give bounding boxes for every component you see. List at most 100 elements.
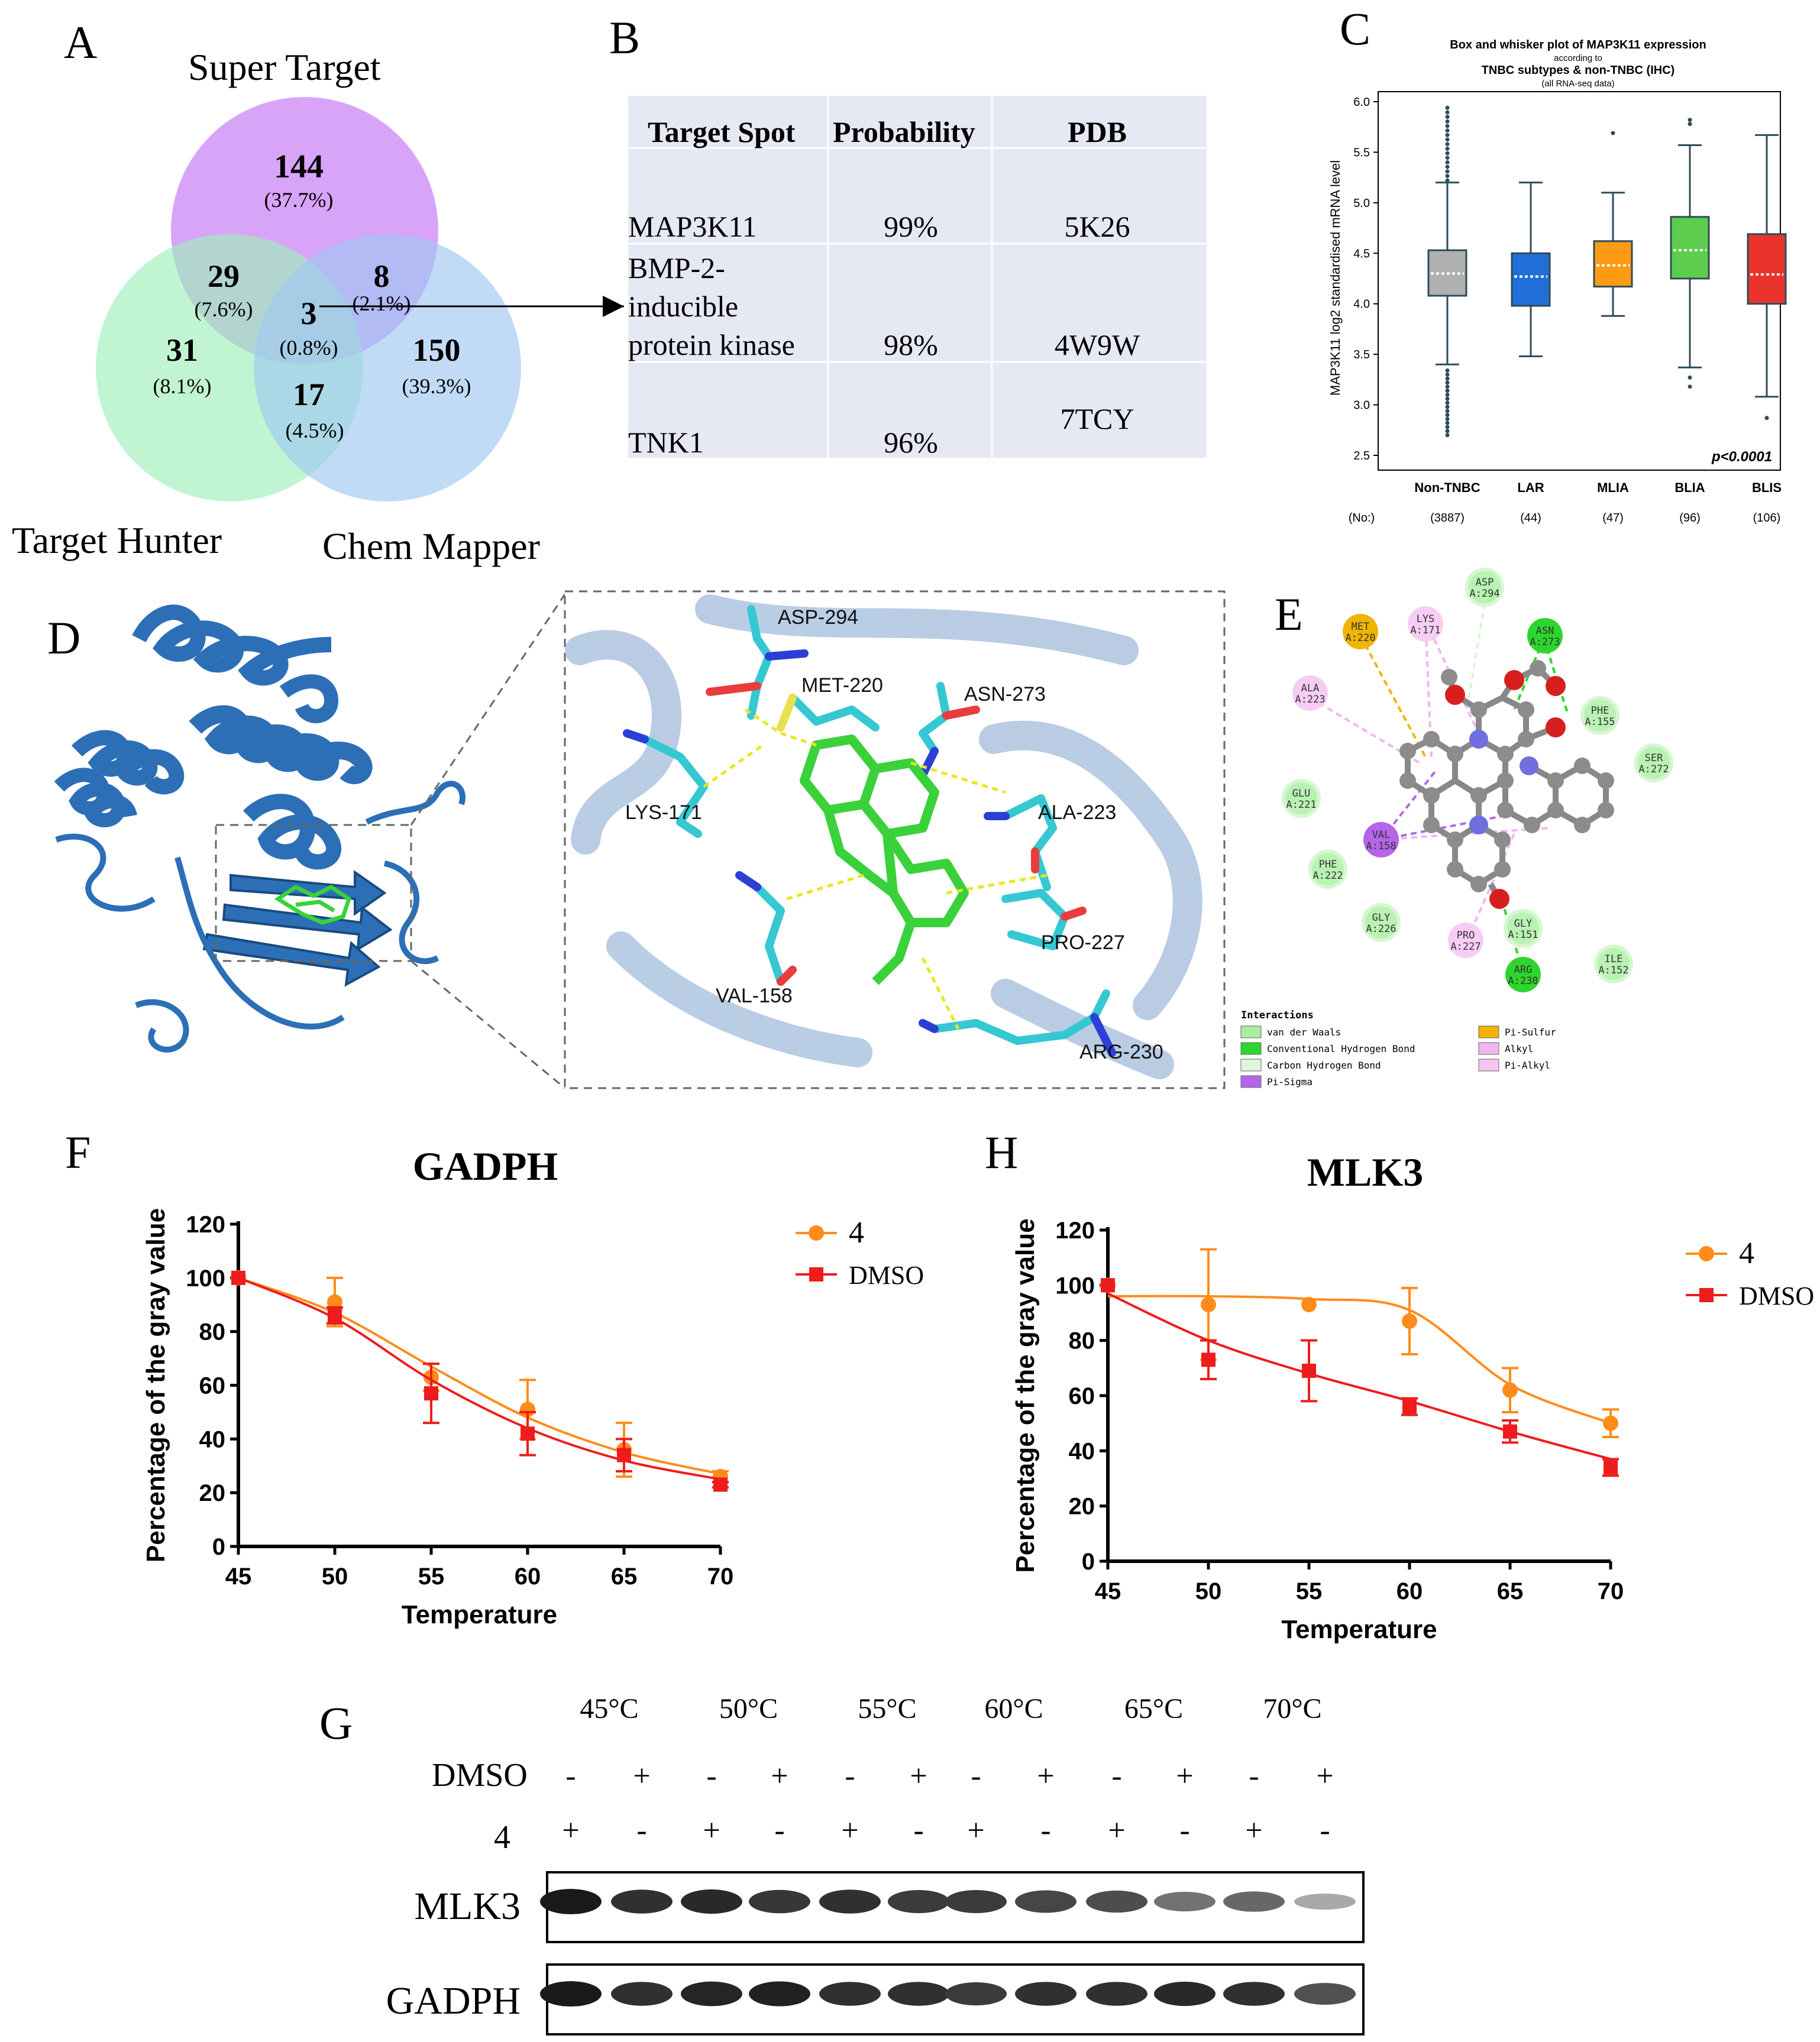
blot-band — [1015, 1890, 1077, 1913]
boxplot-outlier — [1688, 384, 1692, 389]
interaction-legend: Interactions van der Waals Conventional H… — [1240, 1009, 1556, 1088]
residue-bubble-label: GLU — [1292, 788, 1311, 800]
panel-d-docking: D — [47, 590, 1226, 1089]
blot-band — [819, 1889, 881, 1914]
boxplot-outlier — [1445, 433, 1450, 438]
boxplot-outlier — [1445, 404, 1450, 409]
panel-label-e: E — [1275, 588, 1303, 640]
boxplot-outlier — [1445, 156, 1450, 160]
chart-fit-curve — [1107, 1295, 1611, 1425]
residue-bubble — [1408, 606, 1443, 642]
boxplot-outlier — [1445, 372, 1450, 377]
panel-g-western-blot: G DMSO 4 45°C 50°C 55°C 60°C 65°C 70°C - + - + - +… — [319, 1693, 1365, 2035]
interaction-legend-label: Conventional Hydrogen Bond — [1267, 1043, 1415, 1054]
chart-legend-label: DMSO — [1739, 1281, 1814, 1310]
residue-label: ARG-230 — [1079, 1041, 1163, 1063]
boxplot-outlier — [1445, 169, 1450, 174]
boxplot-outlier — [1445, 392, 1450, 397]
blot-sign-dmso: - — [1111, 1759, 1121, 1793]
boxplot-group-label: Non-TNBC — [1414, 480, 1480, 495]
venn-count-hunter-chem: 17 — [293, 377, 325, 412]
boxplot-outlier — [1445, 178, 1450, 183]
venn-count-super-hunter: 29 — [208, 258, 240, 294]
ligand-illustration — [274, 884, 352, 925]
residue-bubble — [1504, 909, 1543, 948]
blot-band — [540, 1981, 602, 2007]
venn-count-chem-only: 150 — [413, 332, 461, 368]
chart-legend-marker — [809, 1267, 823, 1281]
interaction-legend-swatch — [1240, 1042, 1262, 1055]
blot-sign-compound: - — [1179, 1814, 1189, 1847]
residue-bubble — [1448, 923, 1483, 958]
residue-bubble-label: A:171 — [1410, 624, 1440, 636]
blot-temperature-label: 60°C — [984, 1693, 1043, 1724]
blot-sign-dmso: - — [971, 1759, 981, 1793]
residue-label: ALA-223 — [1038, 801, 1116, 824]
blot-band — [888, 1982, 949, 2006]
blot-sign-dmso: + — [1316, 1759, 1333, 1793]
chart-point — [1101, 1278, 1115, 1293]
chart-point — [1301, 1297, 1317, 1312]
blot-row-label-dmso: DMSO — [432, 1757, 528, 1794]
boxplot-outlier — [1445, 146, 1450, 151]
residue-bubble-label: A:155 — [1585, 716, 1615, 728]
table-cell-target: MAP3K11 — [628, 210, 757, 243]
zoom-region-box — [215, 824, 412, 962]
blot-temperature-label: 70°C — [1263, 1693, 1321, 1724]
residue-bubble — [1282, 779, 1321, 818]
blot-band — [1294, 1893, 1356, 1910]
residue-bubble — [1363, 822, 1399, 857]
chart-y-tick-label: 100 — [1055, 1273, 1095, 1299]
boxplot-outlier — [1445, 425, 1450, 429]
boxplot-outlier — [1445, 151, 1450, 156]
boxplot-outlier — [1445, 128, 1450, 133]
blot-sign-dmso: + — [910, 1759, 927, 1793]
chart-legend-marker — [1699, 1246, 1714, 1261]
boxplot-y-tick-label: 5.5 — [1353, 146, 1370, 159]
panel-label-g: G — [319, 1697, 353, 1749]
boxplot-outlier — [1445, 376, 1450, 381]
table-header-probability: Probability — [833, 115, 975, 148]
chart-x-tick-label: 70 — [1598, 1578, 1624, 1604]
interaction-legend-swatch — [1240, 1075, 1262, 1088]
table-header-target: Target Spot — [648, 115, 796, 148]
interaction-legend-swatch — [1240, 1059, 1262, 1072]
blot-sign-compound: + — [562, 1814, 579, 1847]
docked-ligand — [800, 734, 969, 985]
boxplot-outlier — [1445, 164, 1450, 169]
blot-sign-dmso: + — [1037, 1759, 1054, 1793]
blot-band — [611, 1889, 673, 1914]
chart-y-tick-label: 0 — [1082, 1549, 1095, 1575]
chart-point — [1502, 1382, 1518, 1398]
boxplot-y-tick-label: 5.0 — [1353, 197, 1370, 210]
chart-fit-curve — [1107, 1292, 1611, 1461]
blot-band — [1086, 1982, 1147, 2006]
boxplot-y-axis-label: MAP3K11 log2 standardised mRNA level — [1328, 160, 1343, 396]
chart-legend-label: 4 — [1739, 1237, 1754, 1270]
residue-bubble-label: GLY — [1372, 912, 1391, 924]
boxplot-subtitle: (all RNA-seq data) — [1541, 79, 1614, 89]
blot-band — [749, 1981, 810, 2007]
residue-bubble-label: ARG — [1514, 964, 1533, 976]
chart-point — [327, 1294, 342, 1310]
hbond-dashes — [703, 708, 1048, 1030]
panel-label-d: D — [47, 612, 80, 664]
residue-bubble-label: A:230 — [1508, 975, 1538, 987]
chart-x-tick-label: 65 — [611, 1564, 638, 1590]
blot-row-label-compound: 4 — [494, 1819, 510, 1856]
boxplot-y-ticks: 2.5 3.0 3.5 4.0 4.5 5.0 5.5 6.0 — [1353, 96, 1378, 462]
residue-bubble — [1527, 618, 1563, 653]
venn-pct-super-only: (37.7%) — [264, 188, 334, 212]
table-cell-target: inducible — [628, 290, 738, 323]
table-cell-pdb: 7TCY — [1061, 402, 1134, 435]
venn-pct-hunter-chem: (4.5%) — [286, 419, 344, 442]
boxplot-group-n: (96) — [1679, 512, 1701, 525]
residue-label: MET-220 — [801, 674, 883, 697]
chart-x-tick-label: 55 — [418, 1564, 445, 1590]
residue-bubble-label: A:222 — [1313, 870, 1343, 882]
venn-pct-hunter-only: (8.1%) — [153, 374, 212, 398]
residue-bubble-label: LYS — [1417, 613, 1435, 625]
blot-sign-dmso: - — [565, 1759, 576, 1793]
chart-fit-curve — [238, 1276, 721, 1481]
